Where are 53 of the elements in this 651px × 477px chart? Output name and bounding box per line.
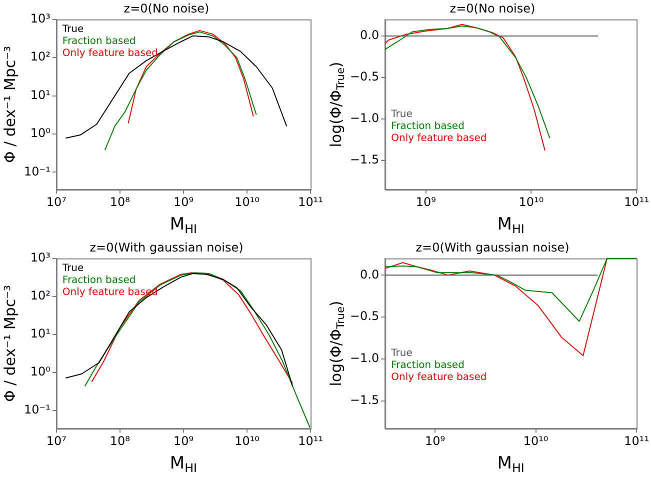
y-tick-label: −1.0 (350, 351, 380, 366)
chart-title: z=0(With gaussian noise) (90, 240, 244, 254)
x-tick-label: 10¹⁰ (518, 194, 544, 209)
text: Only feature based (391, 372, 487, 384)
y-tick-label: 10⁰ (30, 364, 51, 378)
x-tick-label: 10⁸ (110, 434, 130, 448)
text: True (61, 262, 84, 274)
text: True (390, 348, 412, 360)
text: True (61, 24, 84, 35)
y-axis-title: log(Φ/ΦTrue) (326, 62, 348, 148)
y-tick-label: −1.0 (350, 111, 380, 126)
x-tick-label: 10⁹ (424, 434, 446, 448)
x-tick-label: 10¹¹ (624, 194, 650, 209)
x-tick-label: 10⁷ (46, 194, 67, 209)
text: True (390, 109, 412, 120)
y-tick-label: 10⁰ (30, 126, 51, 140)
y-tick-label: 10³ (30, 250, 51, 265)
y-tick-label: 10¹ (30, 88, 51, 102)
y-tick-label: −1.5 (350, 393, 380, 408)
y-tick-label: −0.5 (350, 309, 380, 324)
x-tick-label: 10⁸ (110, 194, 130, 209)
x-tick-label: 10¹⁰ (523, 434, 548, 448)
text: Fraction based (391, 360, 464, 372)
y-axis-title: Φ / dex⁻¹ Mpc⁻³ (0, 284, 19, 402)
y-tick-label: 10² (30, 50, 51, 64)
y-tick-label: 0.0 (360, 267, 380, 282)
series-label: Fraction based (62, 274, 136, 286)
chart-title: z=0(No noise) (124, 1, 210, 16)
y-tick-label: 0.0 (360, 28, 380, 42)
y-axis-title: Φ / dex⁻¹ Mpc⁻³ (0, 46, 19, 164)
x-tick-label: 10¹¹ (298, 194, 324, 209)
x-tick-label: 10¹⁰ (234, 434, 260, 448)
series-label: Only feature based (62, 48, 158, 59)
chart-title: z=0(No noise) (450, 1, 536, 16)
x-tick-label: 10⁹ (173, 194, 194, 209)
text: Fraction based (62, 36, 136, 47)
chart-title: z=0(With gaussian noise) (416, 240, 570, 254)
x-tick-label: 10¹¹ (624, 434, 650, 448)
y-tick-label: 10¹ (30, 326, 51, 340)
x-tick-label: 10⁷ (46, 434, 67, 448)
y-tick-label: 10² (30, 288, 51, 303)
text: Fraction based (391, 121, 464, 132)
y-tick-label: −0.5 (350, 70, 380, 84)
x-tick-label: 10⁹ (416, 194, 436, 209)
x-tick-label: 10⁹ (173, 434, 194, 448)
text: Only feature based (391, 133, 487, 144)
y-tick-label: 10⁻¹ (24, 164, 51, 178)
x-tick-label: 10¹¹ (298, 434, 324, 448)
x-tick-label: 10¹⁰ (234, 194, 260, 209)
y-tick-label: 10³ (30, 12, 51, 26)
y-tick-label: −1.5 (350, 152, 380, 167)
y-axis-title: log(Φ/ΦTrue) (326, 300, 348, 386)
y-tick-label: 10⁻¹ (24, 402, 51, 416)
